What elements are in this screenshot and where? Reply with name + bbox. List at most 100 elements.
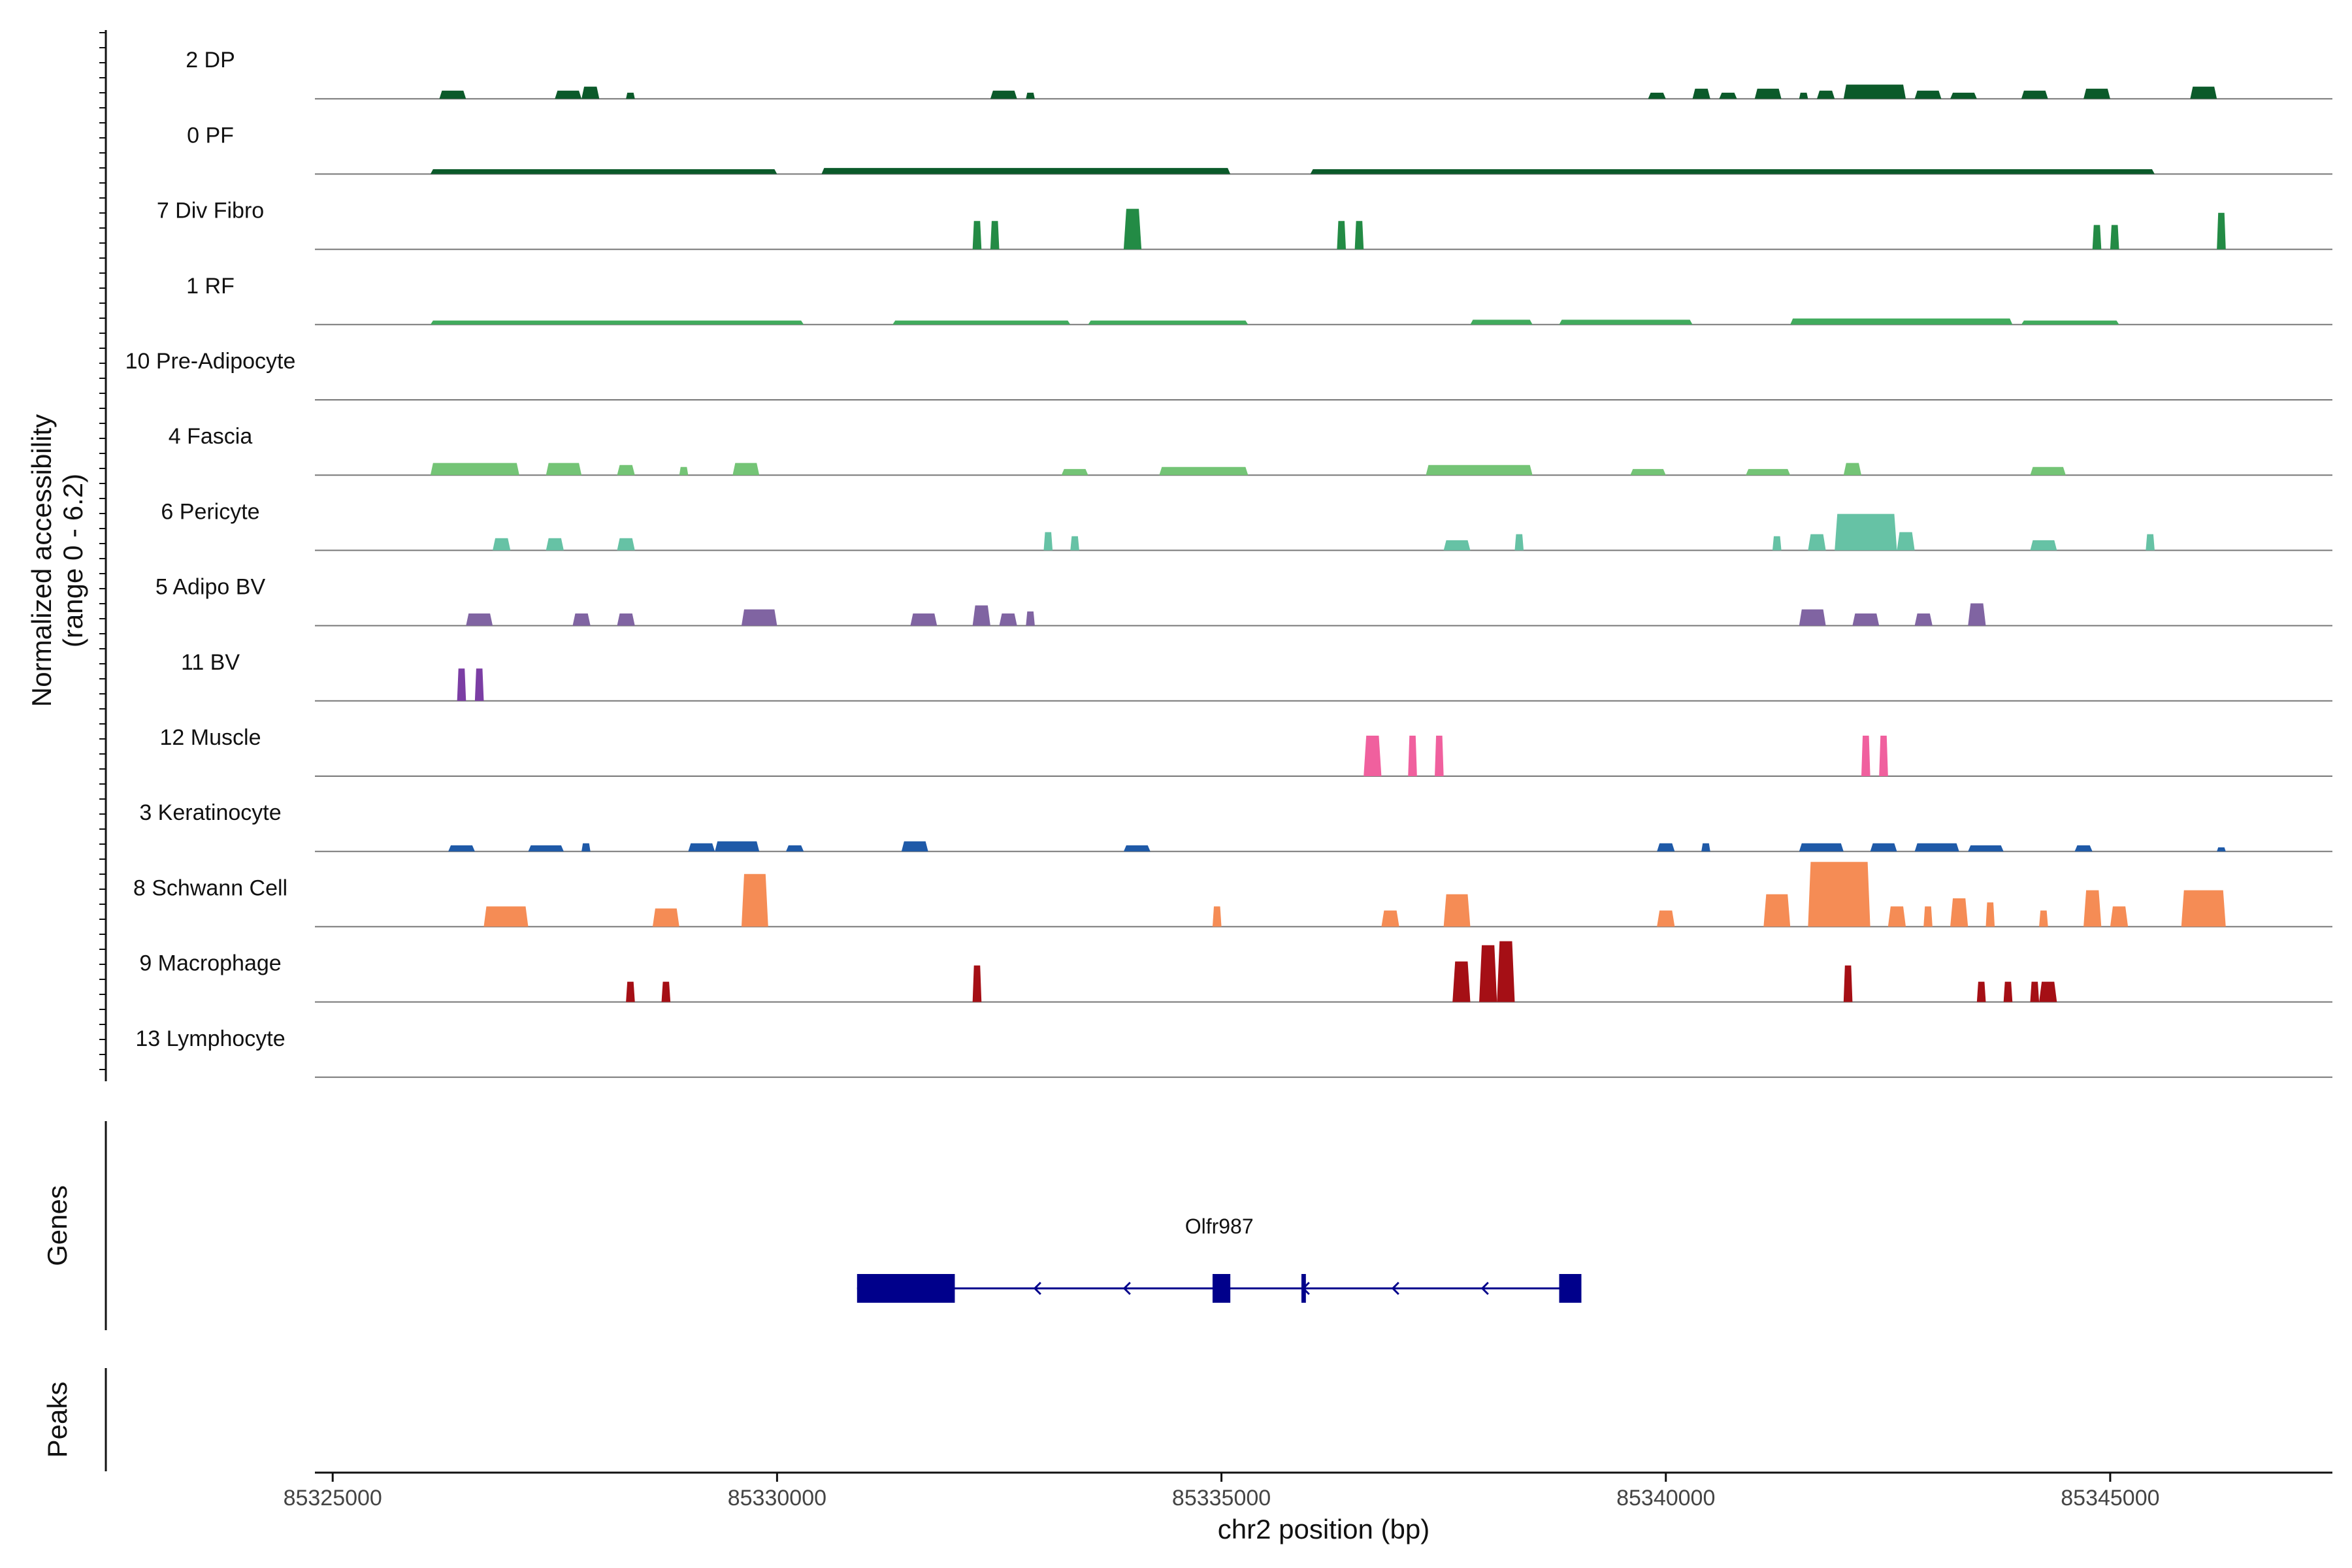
strand-arrow xyxy=(1122,1281,1131,1296)
accessibility-peak xyxy=(1843,84,1906,99)
accessibility-peak xyxy=(617,465,635,476)
accessibility-peak xyxy=(457,668,466,701)
accessibility-peak xyxy=(1026,611,1035,626)
accessibility-peak xyxy=(581,843,591,852)
track-8: 5 Adipo BV xyxy=(155,575,2332,627)
accessibility-peak xyxy=(901,841,928,852)
track-label: 4 Fascia xyxy=(169,424,253,449)
accessibility-peak xyxy=(2021,90,2048,99)
track-12: 8 Schwann Cell xyxy=(133,862,2332,928)
accessibility-peak xyxy=(2074,845,2093,852)
accessibility-peak xyxy=(910,613,938,626)
accessibility-peak xyxy=(1364,736,1382,776)
accessibility-peak xyxy=(1719,92,1737,99)
accessibility-peak xyxy=(2092,225,2102,250)
track-label: 5 Adipo BV xyxy=(155,575,266,600)
accessibility-peak xyxy=(715,841,760,852)
track-label: 3 Keratinocyte xyxy=(139,800,281,825)
accessibility-peak xyxy=(2030,466,2066,476)
track-6: 4 Fascia xyxy=(169,424,2332,476)
accessibility-peak xyxy=(1514,534,1524,551)
accessibility-peak xyxy=(1657,843,1675,852)
accessibility-peak xyxy=(474,668,484,701)
accessibility-peak xyxy=(1381,910,1399,927)
accessibility-peak xyxy=(1816,90,1835,99)
accessibility-peak xyxy=(546,463,582,476)
accessibility-peak xyxy=(1852,613,1880,626)
gene-model-olfr987 xyxy=(857,1274,1582,1303)
track-label: 6 Pericyte xyxy=(161,499,259,524)
accessibility-peak xyxy=(2083,88,2110,99)
accessibility-peak xyxy=(1435,736,1444,776)
accessibility-peak xyxy=(1426,465,1533,476)
accessibility-peak xyxy=(688,843,715,852)
accessibility-peak xyxy=(2021,320,2119,325)
accessibility-peak xyxy=(821,168,1231,174)
x-axis-ticks: 85325000 85330000 85335000 85340000 85345000 xyxy=(284,1473,2160,1511)
accessibility-peak xyxy=(617,538,635,551)
x-axis-title: chr2 position (bp) xyxy=(1218,1514,1430,1544)
accessibility-peak xyxy=(990,90,1017,99)
accessibility-peak xyxy=(546,538,564,551)
gene-exon xyxy=(1559,1274,1582,1303)
accessibility-peak xyxy=(1923,906,1933,927)
accessibility-peak xyxy=(1497,941,1515,1002)
accessibility-peak xyxy=(1452,961,1471,1002)
accessibility-peak xyxy=(1746,468,1791,476)
track-4: 1 RF xyxy=(186,274,2332,325)
accessibility-peak xyxy=(679,466,689,476)
accessibility-peak xyxy=(626,981,635,1002)
accessibility-peak xyxy=(1123,208,1142,250)
accessibility-peak xyxy=(1968,603,1986,626)
accessibility-peak xyxy=(1159,466,1249,476)
strand-arrow xyxy=(1480,1281,1489,1296)
accessibility-peak xyxy=(892,320,1071,325)
accessibility-peak xyxy=(2181,890,2226,927)
accessibility-peak xyxy=(1354,221,1364,250)
accessibility-peak xyxy=(990,221,1000,250)
accessibility-peak xyxy=(1657,910,1675,927)
gene-exon xyxy=(857,1274,955,1303)
accessibility-peak xyxy=(1897,532,1915,551)
accessibility-peak xyxy=(493,538,511,551)
accessibility-peak xyxy=(1914,613,1933,626)
accessibility-axis-ticks xyxy=(99,32,106,1070)
x-tick-label: 85325000 xyxy=(284,1486,382,1511)
accessibility-peak xyxy=(1772,536,1782,551)
track-label: 0 PF xyxy=(187,123,234,148)
strand-arrow xyxy=(1033,1281,1041,1296)
accessibility-peak xyxy=(1763,894,1791,927)
accessibility-peak xyxy=(1337,221,1347,250)
accessibility-peak xyxy=(1212,906,1222,927)
accessibility-peak xyxy=(1914,90,1942,99)
accessibility-peak xyxy=(1808,534,1826,551)
track-label: 8 Schwann Cell xyxy=(133,875,287,900)
accessibility-peak xyxy=(1043,532,1053,551)
accessibility-peak xyxy=(1799,843,1844,852)
accessibility-peak xyxy=(2146,534,2155,551)
track-label: 2 DP xyxy=(186,48,235,73)
x-tick-label: 85330000 xyxy=(728,1486,826,1511)
accessibility-peak xyxy=(1879,736,1888,776)
accessibility-peak xyxy=(2110,225,2119,250)
accessibility-peak xyxy=(1088,320,1249,325)
accessibility-peak xyxy=(999,613,1017,626)
y-axis-range: (range 0 - 6.2) xyxy=(57,474,88,647)
accessibility-peak xyxy=(528,845,564,852)
accessibility-peak xyxy=(2003,981,2013,1002)
accessibility-peak xyxy=(2190,86,2217,99)
accessibility-peak xyxy=(1835,514,1897,551)
track-9: 11 BV xyxy=(181,650,2332,702)
accessibility-peak xyxy=(732,463,760,476)
accessibility-peak xyxy=(626,92,635,99)
accessibility-peak xyxy=(2030,540,2057,551)
accessibility-peak xyxy=(972,605,990,626)
y-axis-title: Normalized accessibility xyxy=(26,414,57,707)
accessibility-peak xyxy=(1861,736,1870,776)
accessibility-peak xyxy=(1799,92,1808,99)
accessibility-peak xyxy=(1870,843,1897,852)
accessibility-peak xyxy=(2110,906,2129,927)
accessibility-peak xyxy=(1950,92,1977,99)
strand-arrow xyxy=(1391,1281,1399,1296)
gene-exon xyxy=(1301,1274,1306,1303)
